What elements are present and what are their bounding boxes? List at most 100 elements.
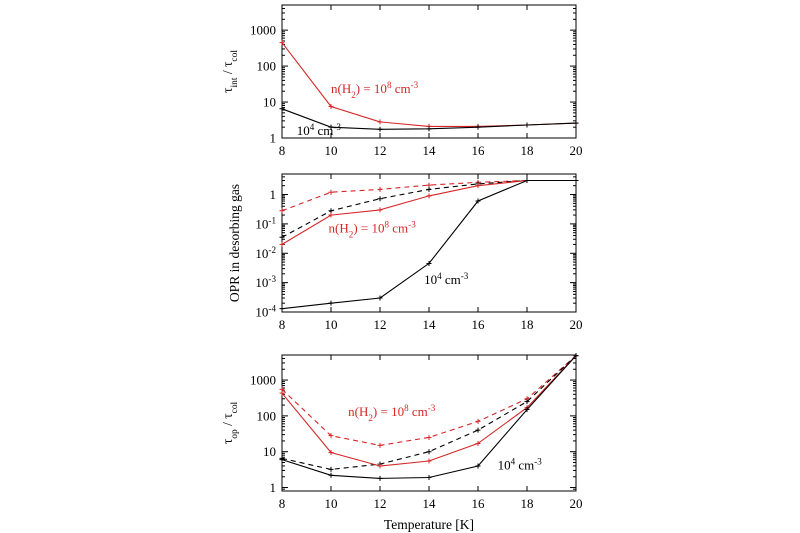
data-point [426,182,432,188]
y-tick-label: 10 [263,95,276,110]
x-tick-label: 8 [279,496,286,511]
x-tick-label: 16 [472,496,486,511]
x-tick-label: 20 [570,496,583,511]
y-tick-label: 1000 [250,23,276,38]
data-point [328,212,334,218]
x-tick-label: 18 [521,143,534,158]
plot-frame [281,4,577,139]
series-annotation: 104 cm-3 [297,122,342,138]
data-point [328,104,334,110]
x-tick-label: 20 [570,317,583,332]
data-point [328,300,334,306]
data-point [426,449,432,455]
x-tick-label: 12 [374,317,387,332]
data-point [328,466,334,472]
series-line [281,355,577,446]
data-point [426,458,432,464]
series-annotation: n(H2) = 108 cm-3 [331,80,419,100]
y-tick-label: 1 [270,187,277,202]
data-point [279,241,285,247]
x-axis-title: Temperature [K] [384,517,474,532]
x-tick-label: 20 [570,143,583,158]
data-point [377,186,383,192]
data-point [475,463,481,469]
data-point [426,193,432,199]
x-tick-label: 10 [325,317,338,332]
series-annotation: n(H2) = 108 cm-3 [348,403,436,423]
data-point [475,198,481,204]
y-tick-label: 10-1 [255,215,276,231]
x-tick-label: 12 [374,496,387,511]
y-tick-label: 100 [257,59,277,74]
y-tick-label: 100 [257,408,277,423]
panel-bottom: 8 10 12 14 16 18 20 1 10 100 1000 τop / τcol Tempera… [220,353,583,532]
x-tick-label: 18 [521,496,534,511]
data-point [328,433,334,439]
data-point [475,427,481,433]
x-tick-label: 12 [374,143,387,158]
series-annotation: 104 cm-3 [424,271,469,287]
data-point [328,449,334,455]
data-point [377,207,383,213]
data-point [524,122,530,128]
y-tick-label: 10-4 [255,304,276,320]
data-point [328,472,334,478]
data-point [377,126,383,132]
data-point [426,434,432,440]
y-tick-label: 1 [270,480,277,495]
data-point [377,463,383,469]
y-tick-label: 1 [270,131,277,146]
series-annotation: n(H2) = 108 cm-3 [329,220,417,240]
data-point [426,126,432,132]
data-point [377,196,383,202]
data-point [573,178,579,184]
data-point [328,124,334,130]
y-tick-label: 1000 [250,373,276,388]
y-tick-label: 10-2 [255,245,276,261]
data-point [279,40,285,46]
data-point [377,475,383,481]
y-tick-label: 10-3 [255,274,276,290]
panel-middle: 8 10 12 14 16 18 20 10-4 10-3 10-2 10-1 1 OPR in des… [227,173,583,332]
data-point [377,119,383,125]
series-annotation: 104 cm-3 [498,456,543,472]
data-point [475,440,481,446]
x-tick-label: 14 [423,143,437,158]
data-point [279,208,285,214]
x-tick-label: 8 [279,143,286,158]
data-point [279,306,285,312]
data-point [524,399,530,405]
data-point [426,475,432,481]
data-point [475,124,481,130]
y-axis-title: τint / τcol [220,50,240,93]
data-point [328,189,334,195]
y-axis-title: OPR in desorbing gas [227,184,242,302]
series-line [281,42,577,127]
data-point [279,234,285,240]
data-point [279,390,285,396]
x-tick-label: 10 [325,143,338,158]
x-tick-label: 10 [325,496,338,511]
x-tick-label: 16 [472,143,486,158]
data-point [524,407,530,413]
data-point [573,120,579,126]
data-point [279,106,285,112]
data-point [573,353,579,359]
x-tick-label: 14 [423,317,437,332]
data-point [475,183,481,189]
y-axis-title: τop / τcol [220,401,240,444]
data-point [426,260,432,266]
data-point [377,295,383,301]
y-tick-label: 10 [263,444,276,459]
data-point [524,178,530,184]
x-tick-label: 18 [521,317,534,332]
data-point [475,418,481,424]
x-tick-label: 14 [423,496,437,511]
x-tick-label: 16 [472,317,486,332]
data-point [328,208,334,214]
data-point [426,186,432,192]
series-line [281,179,576,310]
x-tick-label: 8 [279,317,286,332]
data-point [279,457,285,463]
